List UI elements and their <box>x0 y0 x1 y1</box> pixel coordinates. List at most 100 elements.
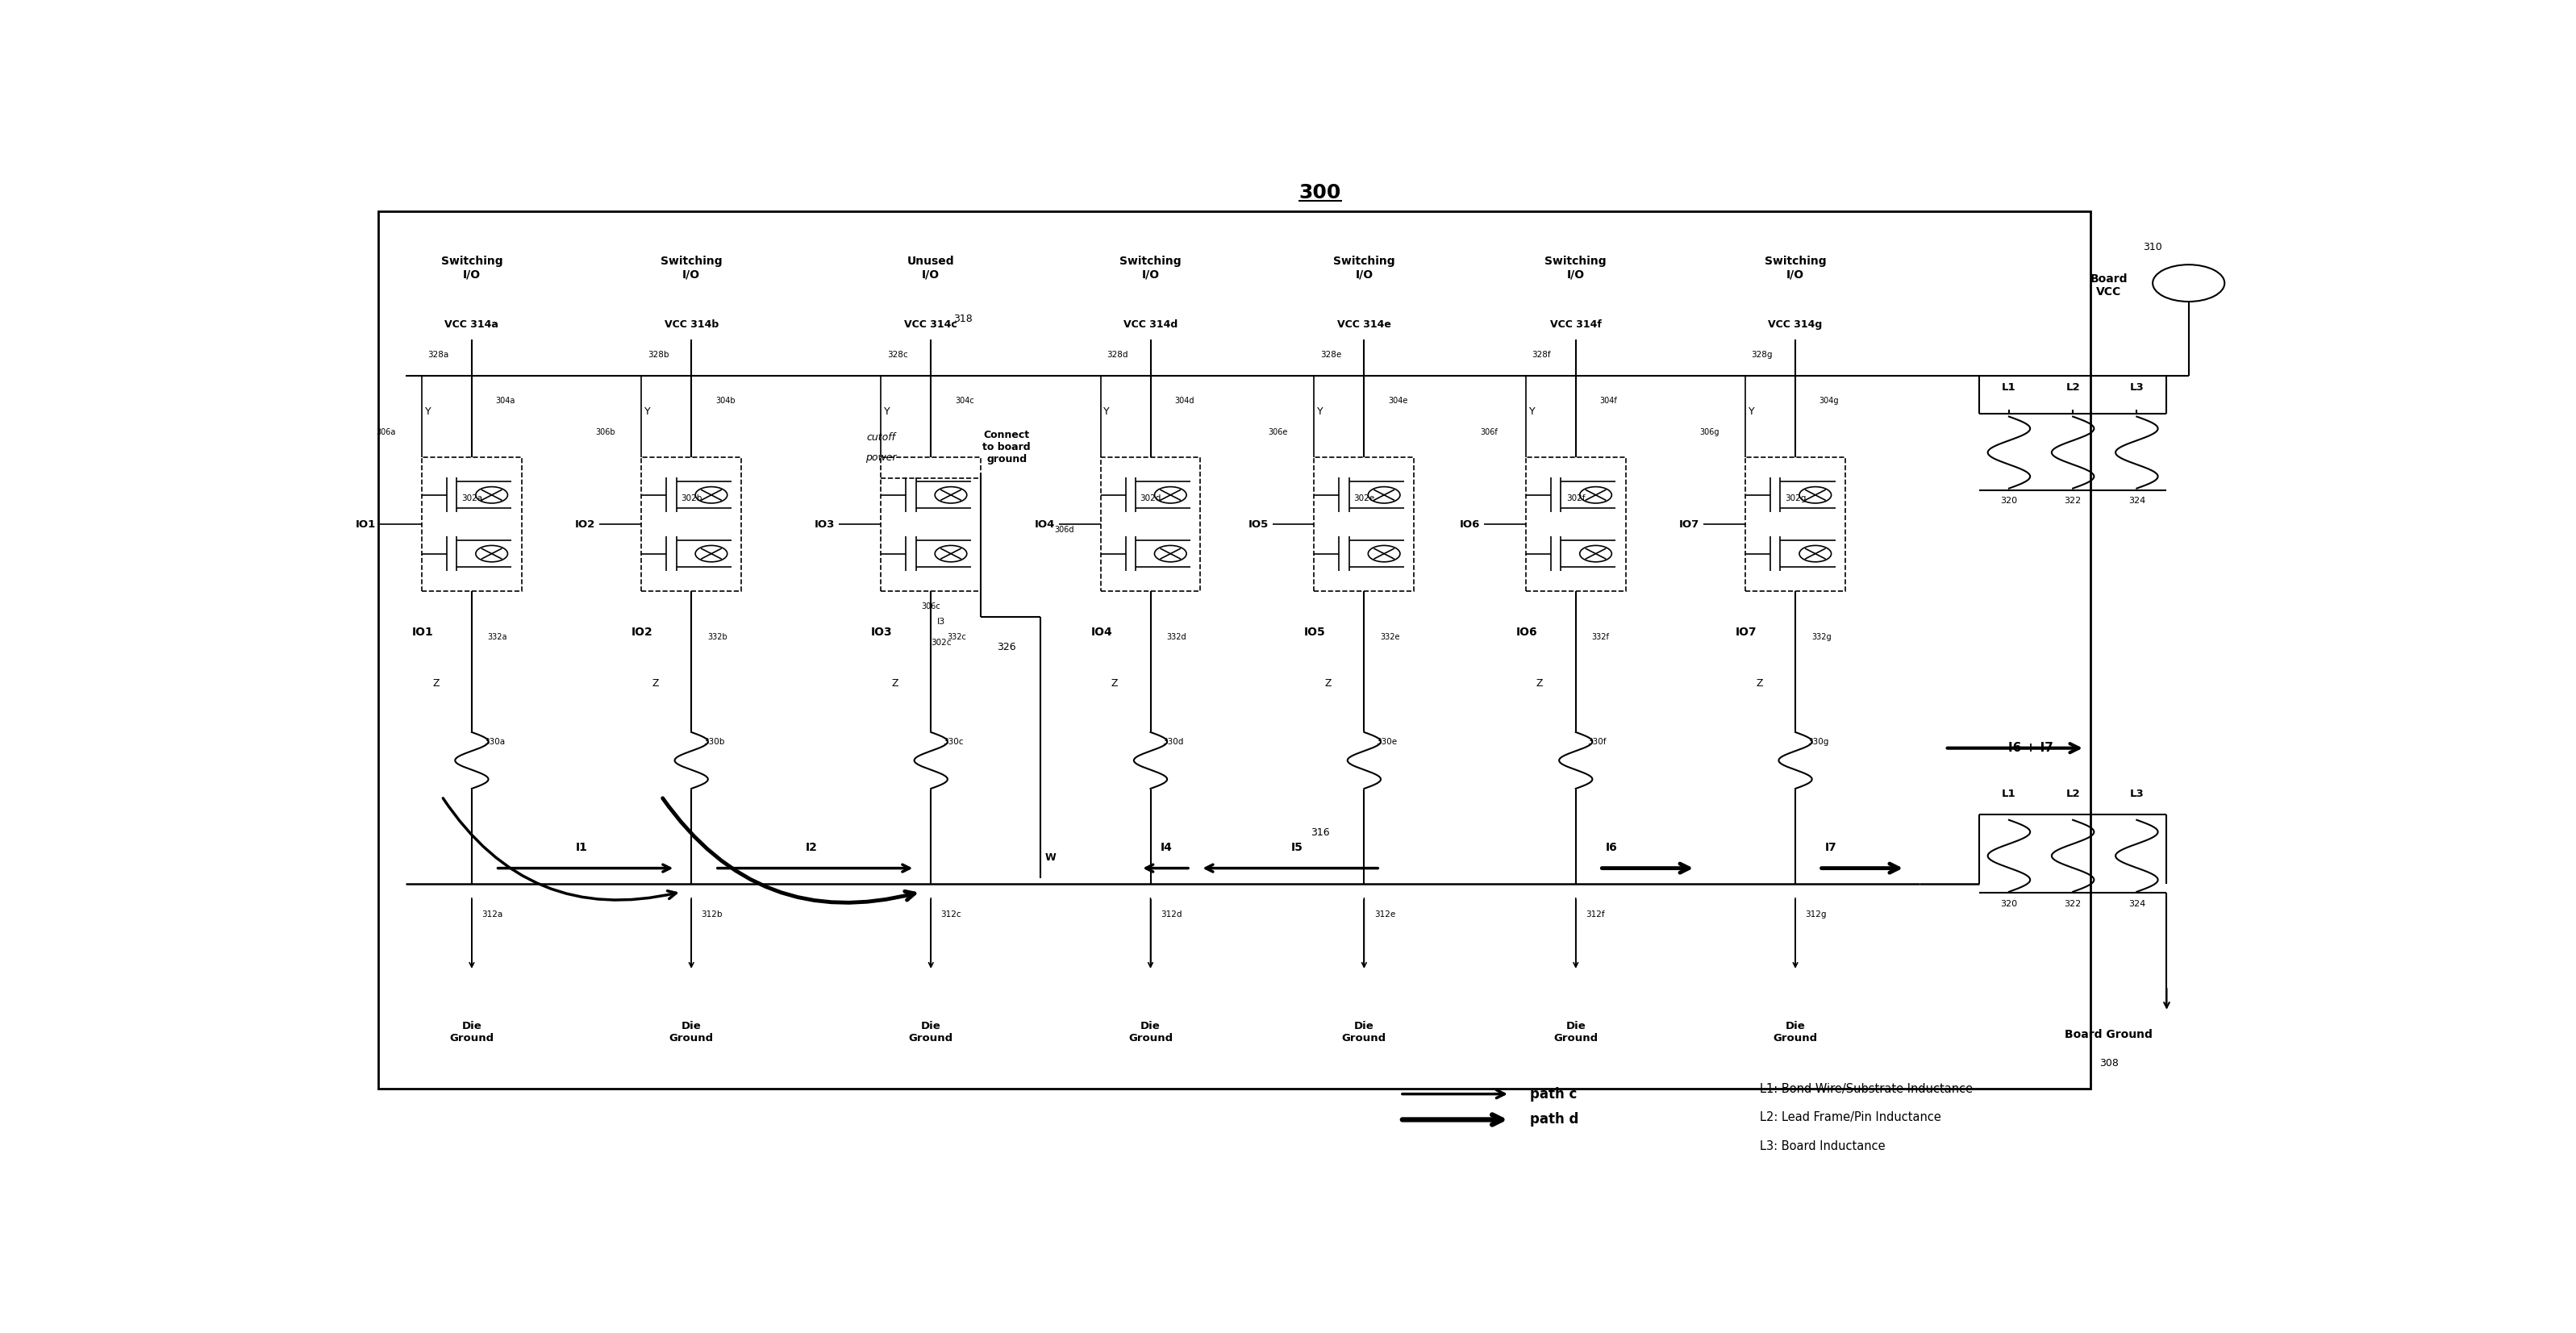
Text: 324: 324 <box>2128 497 2146 505</box>
Text: 320: 320 <box>2002 497 2017 505</box>
Text: 306g: 306g <box>1700 428 1718 436</box>
Text: VCC 314e: VCC 314e <box>1337 319 1391 329</box>
Text: 332c: 332c <box>948 633 966 641</box>
Text: VCC 314g: VCC 314g <box>1767 319 1821 329</box>
Text: 328d: 328d <box>1108 351 1128 359</box>
FancyBboxPatch shape <box>379 211 2092 1089</box>
Text: 304f: 304f <box>1600 397 1618 405</box>
Text: 328c: 328c <box>886 351 907 359</box>
Text: 312g: 312g <box>1806 910 1826 918</box>
Text: 330f: 330f <box>1587 738 1607 746</box>
Text: 330e: 330e <box>1376 738 1396 746</box>
Text: 330a: 330a <box>484 738 505 746</box>
Text: L2: Lead Frame/Pin Inductance: L2: Lead Frame/Pin Inductance <box>1759 1112 1940 1124</box>
Text: 312a: 312a <box>482 910 502 918</box>
Text: Die
Ground: Die Ground <box>670 1021 714 1044</box>
Text: Switching
I/O: Switching I/O <box>440 256 502 280</box>
Text: 304a: 304a <box>495 397 515 405</box>
Text: 304c: 304c <box>956 397 974 405</box>
Text: Switching
I/O: Switching I/O <box>1334 256 1396 280</box>
Text: Z: Z <box>1757 678 1762 689</box>
FancyBboxPatch shape <box>1747 457 1844 591</box>
Text: I7: I7 <box>1826 842 1837 853</box>
Text: 332b: 332b <box>708 633 726 641</box>
Text: Die
Ground: Die Ground <box>448 1021 495 1044</box>
Text: 312e: 312e <box>1373 910 1396 918</box>
Text: 306a: 306a <box>376 428 397 436</box>
Text: VCC 314a: VCC 314a <box>446 319 500 329</box>
Text: Y: Y <box>1316 407 1324 417</box>
Text: 332e: 332e <box>1381 633 1399 641</box>
Text: Switching
I/O: Switching I/O <box>1765 256 1826 280</box>
Text: Y: Y <box>1749 407 1754 417</box>
Text: Z: Z <box>433 678 440 689</box>
Text: 322: 322 <box>2063 900 2081 908</box>
Text: Z: Z <box>652 678 659 689</box>
Text: IO2: IO2 <box>574 519 595 529</box>
Text: 330g: 330g <box>1808 738 1829 746</box>
Text: Board
VCC: Board VCC <box>2089 273 2128 297</box>
Text: 312f: 312f <box>1587 910 1605 918</box>
Text: 328e: 328e <box>1319 351 1342 359</box>
Text: 332g: 332g <box>1811 633 1832 641</box>
Text: 332a: 332a <box>487 633 507 641</box>
Text: Z: Z <box>1535 678 1543 689</box>
Text: 302a: 302a <box>461 495 482 503</box>
Text: Y: Y <box>1103 407 1110 417</box>
Text: Die
Ground: Die Ground <box>1553 1021 1597 1044</box>
Text: 302b: 302b <box>680 495 703 503</box>
Text: 308: 308 <box>2099 1058 2117 1069</box>
Text: Connect
to board
ground: Connect to board ground <box>981 431 1030 465</box>
Text: Unused
I/O: Unused I/O <box>907 256 956 280</box>
Text: I6: I6 <box>1605 842 1618 853</box>
Text: 330c: 330c <box>943 738 963 746</box>
Text: 328a: 328a <box>428 351 448 359</box>
Text: Switching
I/O: Switching I/O <box>1546 256 1607 280</box>
Text: 312b: 312b <box>701 910 724 918</box>
Text: path c: path c <box>1530 1086 1577 1101</box>
Text: I3: I3 <box>938 617 945 627</box>
Text: path d: path d <box>1530 1113 1579 1126</box>
Text: 316: 316 <box>1311 826 1329 837</box>
Text: 328g: 328g <box>1752 351 1772 359</box>
Text: 304e: 304e <box>1388 397 1406 405</box>
Text: Die
Ground: Die Ground <box>1342 1021 1386 1044</box>
Text: IO7: IO7 <box>1680 519 1700 529</box>
Text: 306d: 306d <box>1054 525 1074 533</box>
Text: power: power <box>866 452 896 463</box>
Text: L3: Board Inductance: L3: Board Inductance <box>1759 1140 1886 1153</box>
Text: I5: I5 <box>1291 842 1303 853</box>
Text: 326: 326 <box>997 643 1018 653</box>
Text: 306b: 306b <box>595 428 616 436</box>
Text: Y: Y <box>644 407 652 417</box>
Text: 302f: 302f <box>1566 495 1584 503</box>
Text: cutoff: cutoff <box>866 432 896 443</box>
Text: 310: 310 <box>2143 243 2161 252</box>
Text: Y: Y <box>1528 407 1535 417</box>
Text: IO7: IO7 <box>1736 627 1757 637</box>
Text: Board Ground: Board Ground <box>2066 1029 2154 1040</box>
Text: IO1: IO1 <box>412 627 433 637</box>
Text: IO6: IO6 <box>1461 519 1479 529</box>
Text: 322: 322 <box>2063 497 2081 505</box>
FancyBboxPatch shape <box>422 457 520 591</box>
Text: 328b: 328b <box>647 351 670 359</box>
Text: 330d: 330d <box>1162 738 1185 746</box>
Text: IO4: IO4 <box>1033 519 1054 529</box>
Text: IO6: IO6 <box>1515 627 1538 637</box>
Text: 328f: 328f <box>1533 351 1551 359</box>
Text: 332d: 332d <box>1167 633 1188 641</box>
Text: Die
Ground: Die Ground <box>909 1021 953 1044</box>
Text: 320: 320 <box>2002 900 2017 908</box>
Text: 302d: 302d <box>1139 495 1162 503</box>
Text: VCC 314b: VCC 314b <box>665 319 719 329</box>
Text: IO2: IO2 <box>631 627 654 637</box>
FancyBboxPatch shape <box>641 457 742 591</box>
Text: Z: Z <box>1110 678 1118 689</box>
FancyBboxPatch shape <box>1100 457 1200 591</box>
Text: Switching
I/O: Switching I/O <box>1121 256 1182 280</box>
Text: I1: I1 <box>574 842 587 853</box>
Text: VCC 314f: VCC 314f <box>1551 319 1602 329</box>
FancyBboxPatch shape <box>1525 457 1625 591</box>
Text: 300: 300 <box>1298 183 1342 203</box>
